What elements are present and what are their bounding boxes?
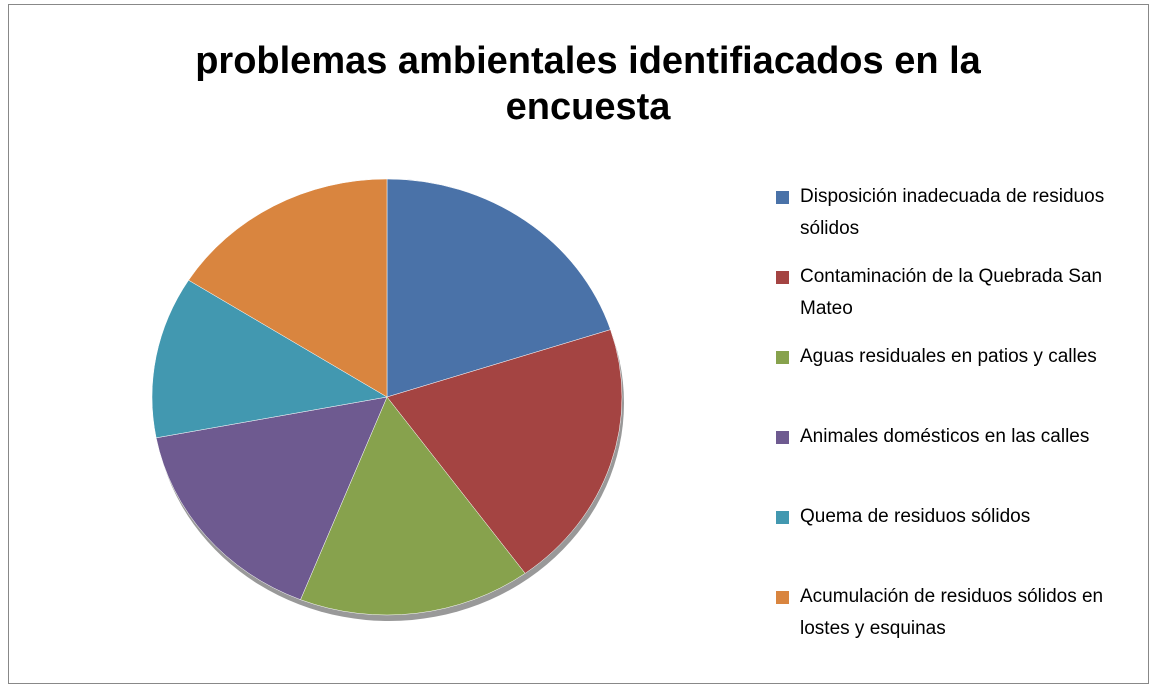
legend-swatch	[776, 191, 789, 204]
legend-label: Disposición inadecuada de residuos sólid…	[800, 186, 1105, 239]
pie-slice	[386, 329, 623, 574]
legend-swatch	[776, 511, 789, 524]
legend-label: Quema de residuos sólidos	[800, 506, 1031, 527]
legend-label: Acumulación de residuos sólidos en loste…	[800, 586, 1104, 639]
pie-slice	[300, 396, 526, 616]
legend-label: Contaminación de la Quebrada San Mateo	[800, 266, 1103, 319]
pie-slice	[155, 396, 388, 601]
legend-swatch	[776, 351, 789, 364]
legend-swatch	[776, 431, 789, 444]
pie-slice	[151, 279, 388, 439]
legend-swatch	[776, 591, 789, 604]
legend-label: Animales domésticos en las calles	[800, 426, 1090, 447]
chart-title: problemas ambientales identifiacados en …	[195, 40, 981, 128]
pie-slice	[386, 178, 611, 398]
legend-label: Aguas residuales en patios y calles	[800, 346, 1097, 367]
pie-slice	[188, 178, 388, 398]
legend-swatch	[776, 271, 789, 284]
